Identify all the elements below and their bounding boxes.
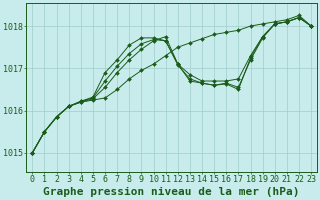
X-axis label: Graphe pression niveau de la mer (hPa): Graphe pression niveau de la mer (hPa) [44, 187, 300, 197]
